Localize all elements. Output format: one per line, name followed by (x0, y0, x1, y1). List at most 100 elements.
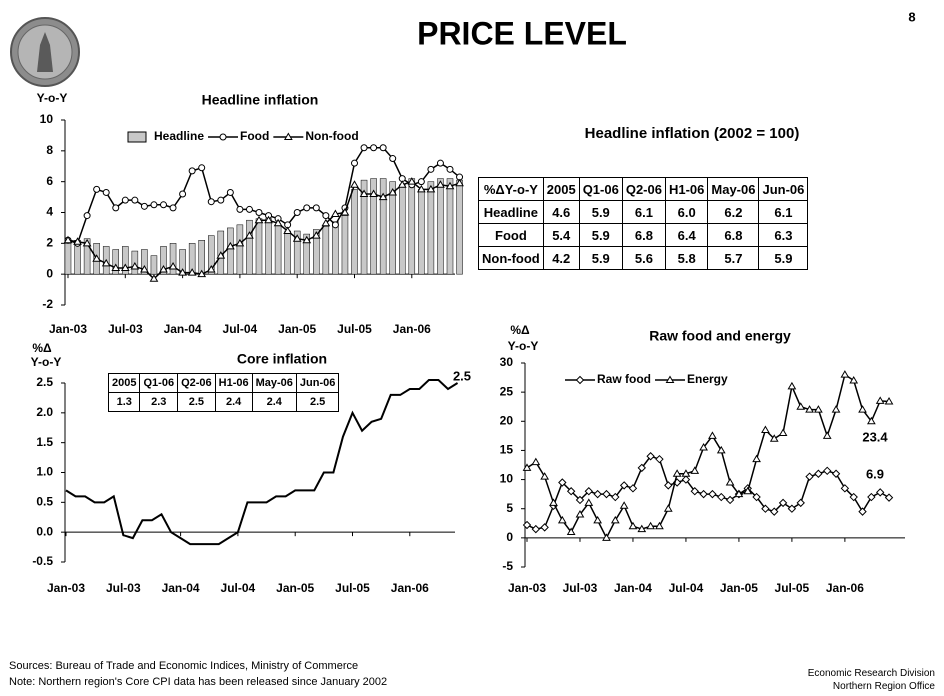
marker (716, 445, 726, 454)
marker (340, 208, 350, 216)
cell: 6.8 (621, 223, 666, 247)
cell: 5.4 (542, 223, 580, 247)
marker (389, 155, 397, 163)
y-tick-label: 5 (506, 501, 513, 515)
bar (332, 221, 339, 275)
x-tick-label: Jan-06 (393, 322, 431, 336)
bar (284, 230, 291, 275)
y-tick-label: 2 (46, 236, 53, 250)
cell: 6.4 (664, 223, 709, 247)
marker (273, 218, 283, 227)
y-tick-label: 2.0 (36, 405, 53, 419)
marker (436, 180, 445, 188)
bar (418, 189, 425, 275)
marker (255, 209, 263, 216)
y-tick-label: -0.5 (32, 554, 53, 568)
marker (293, 209, 301, 216)
marker (708, 489, 717, 499)
x-tick-label: Jan-06 (826, 581, 864, 595)
header-cell: May-06 (251, 373, 297, 393)
cell: 2.5 (177, 392, 216, 412)
marker (236, 205, 244, 213)
x-tick-label: Jul-04 (223, 322, 258, 336)
marker (360, 144, 368, 152)
bar (227, 227, 234, 275)
marker (331, 209, 340, 218)
marker (769, 434, 779, 442)
marker (672, 469, 682, 477)
marker (111, 263, 121, 271)
cell: 5.7 (707, 246, 760, 270)
page-number: 8 (908, 9, 915, 24)
marker (849, 375, 859, 384)
marker (426, 184, 436, 193)
marker (602, 489, 611, 499)
marker (416, 184, 426, 193)
marker (370, 144, 378, 152)
x-tick-label: Jan-03 (49, 322, 87, 336)
marker (611, 492, 620, 502)
marker (388, 187, 398, 196)
marker (814, 405, 823, 413)
x-tick-label: Jan-05 (720, 581, 758, 595)
marker (619, 481, 629, 490)
marker (584, 487, 594, 496)
marker (655, 521, 664, 530)
marker (831, 405, 841, 413)
marker (397, 180, 407, 188)
marker (637, 524, 647, 533)
cell: 5.9 (578, 223, 623, 247)
marker (699, 443, 708, 451)
y-tick-label: 0 (506, 530, 513, 544)
bar (341, 215, 349, 275)
marker (681, 475, 691, 484)
marker (884, 493, 894, 502)
bar (274, 224, 282, 275)
bar (456, 179, 463, 275)
marker (805, 405, 814, 413)
cell: 2.3 (139, 392, 179, 412)
marker (752, 454, 761, 463)
marker (93, 185, 101, 193)
marker (73, 237, 82, 245)
marker (752, 492, 761, 502)
marker (245, 231, 254, 239)
cell: Headline (478, 200, 544, 224)
x-tick-label: Jan-03 (508, 581, 546, 595)
y-axis-label: Y-o-Y (31, 355, 62, 369)
bar (446, 178, 454, 275)
y-tick-label: 10 (500, 472, 514, 486)
marker (120, 263, 130, 271)
marker (566, 527, 576, 536)
cell: 4.6 (542, 200, 580, 224)
data-table: 2005 Q1-06 Q2-06 H1-06 May-06 Jun-06 1.3 2.3 2.5… (107, 373, 340, 412)
marker (369, 189, 378, 197)
marker (206, 265, 216, 273)
marker (646, 452, 655, 461)
bar (408, 178, 416, 275)
marker (690, 466, 700, 474)
marker (225, 241, 235, 250)
table-row: Headline 4.6 5.9 6.1 6.0 6.2 6.1 (478, 200, 809, 224)
bar (236, 224, 244, 275)
y-tick-label: 8 (46, 143, 53, 157)
marker (312, 204, 320, 212)
y-tick-label: 6 (46, 174, 53, 188)
marker (331, 221, 339, 229)
data-table: %ΔY-o-Y 2005 Q1-06 Q2-06 H1-06 May-06 Jun-06 He… (478, 177, 809, 270)
marker (219, 133, 227, 141)
table-title: Headline inflation (2002 = 100) (584, 125, 800, 142)
marker (254, 215, 264, 224)
marker (761, 504, 770, 513)
marker (858, 405, 867, 413)
marker (778, 498, 788, 508)
cell: 4.2 (542, 246, 580, 270)
header-cell: Q2-06 (177, 373, 216, 393)
y-tick-label: 0.5 (36, 495, 53, 509)
marker (207, 198, 215, 206)
y-axis-label: %Δ (32, 341, 52, 355)
y-tick-label: 25 (500, 384, 514, 398)
marker (351, 159, 358, 167)
x-tick-label: Jul-03 (106, 581, 141, 595)
